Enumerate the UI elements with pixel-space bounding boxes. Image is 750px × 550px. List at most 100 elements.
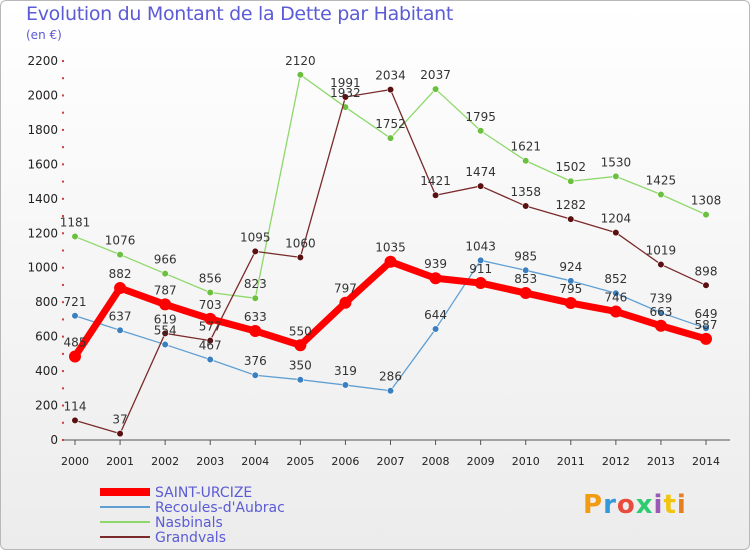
y-tick-label: 600 bbox=[35, 330, 58, 344]
data-point-recoules-d-aubrac bbox=[657, 309, 665, 317]
y-tick-label: 1400 bbox=[27, 192, 58, 206]
data-point-grandvals bbox=[567, 215, 575, 223]
data-label-recoules-d-aubrac: 721 bbox=[64, 295, 87, 309]
y-tick-mark bbox=[62, 301, 64, 304]
data-label-grandvals: 1019 bbox=[646, 243, 677, 257]
y-tick-label: 2000 bbox=[27, 88, 58, 102]
data-label-saint-urcize: 911 bbox=[469, 262, 492, 276]
logo-letter: x bbox=[635, 490, 654, 520]
x-tick-label: 2001 bbox=[106, 455, 134, 468]
data-point-saint-urcize bbox=[519, 287, 532, 300]
y-tick-label: 2200 bbox=[27, 54, 58, 68]
y-tick-mark bbox=[62, 232, 64, 235]
data-point-grandvals bbox=[477, 182, 485, 190]
data-label-saint-urcize: 663 bbox=[649, 305, 672, 319]
data-point-grandvals bbox=[386, 85, 395, 94]
data-point-nasbinals bbox=[251, 294, 259, 302]
y-tick-mark bbox=[62, 404, 64, 407]
data-label-saint-urcize: 787 bbox=[154, 283, 177, 297]
data-label-saint-urcize: 485 bbox=[64, 335, 87, 349]
data-point-grandvals bbox=[522, 202, 530, 210]
data-point-nasbinals bbox=[702, 211, 710, 219]
data-label-nasbinals: 1308 bbox=[691, 194, 722, 208]
data-point-saint-urcize bbox=[69, 350, 81, 363]
data-label-recoules-d-aubrac: 554 bbox=[154, 324, 177, 338]
data-label-saint-urcize: 1035 bbox=[375, 241, 406, 255]
y-tick-mark bbox=[62, 60, 64, 62]
data-label-recoules-d-aubrac: 467 bbox=[199, 339, 222, 353]
data-point-nasbinals bbox=[296, 71, 304, 79]
data-label-nasbinals: 966 bbox=[154, 253, 177, 267]
data-label-grandvals: 1358 bbox=[510, 185, 541, 199]
y-tick-label: 1600 bbox=[27, 157, 58, 171]
data-point-grandvals bbox=[206, 336, 214, 345]
chart-data-labels: 721 637 554 467 376 350 319 286 644 1043 985 924 852… bbox=[60, 54, 722, 427]
y-minor-tick-mark bbox=[62, 77, 64, 80]
logo-letter: P bbox=[583, 490, 604, 520]
x-tick-label: 2007 bbox=[377, 455, 405, 468]
data-point-recoules-d-aubrac bbox=[161, 340, 169, 349]
data-label-nasbinals: 1795 bbox=[465, 110, 496, 124]
data-point-recoules-d-aubrac bbox=[612, 289, 620, 297]
data-point-nasbinals bbox=[612, 172, 620, 181]
y-minor-tick-mark bbox=[62, 249, 64, 252]
x-tick-label: 2006 bbox=[331, 455, 359, 468]
y-tick-mark bbox=[62, 370, 64, 373]
data-label-saint-urcize: 587 bbox=[695, 318, 718, 332]
y-tick-mark bbox=[62, 94, 64, 97]
data-point-saint-urcize bbox=[159, 298, 172, 311]
data-point-recoules-d-aubrac bbox=[251, 371, 259, 379]
data-point-nasbinals bbox=[477, 127, 485, 135]
chart-legend: SAINT-URCIZERecoules-d'AubracNasbinalsGr… bbox=[100, 485, 285, 546]
data-label-grandvals: 37 bbox=[112, 413, 127, 427]
data-point-saint-urcize bbox=[249, 324, 262, 337]
logo-letter: o bbox=[616, 490, 636, 520]
legend-label-grandvals: Grandvals bbox=[155, 530, 226, 546]
x-tick-label: 2008 bbox=[422, 455, 450, 468]
data-point-grandvals bbox=[161, 329, 169, 337]
data-point-recoules-d-aubrac bbox=[341, 381, 350, 389]
data-label-grandvals: 1282 bbox=[556, 198, 587, 212]
data-label-saint-urcize: 939 bbox=[424, 257, 447, 271]
logo-letter: i bbox=[653, 490, 664, 520]
data-point-recoules-d-aubrac bbox=[702, 324, 710, 332]
data-label-nasbinals: 1076 bbox=[105, 234, 136, 248]
data-point-grandvals bbox=[702, 281, 710, 289]
y-tick-mark bbox=[62, 439, 64, 441]
y-tick-label: 400 bbox=[35, 364, 58, 378]
data-label-nasbinals: 1932 bbox=[330, 86, 361, 100]
data-label-nasbinals: 1752 bbox=[375, 117, 406, 131]
data-point-grandvals bbox=[71, 416, 79, 424]
data-point-saint-urcize bbox=[384, 255, 397, 268]
data-label-nasbinals: 1502 bbox=[556, 160, 587, 174]
data-point-nasbinals bbox=[431, 85, 440, 93]
x-tick-label: 2011 bbox=[557, 455, 585, 468]
data-label-nasbinals: 2120 bbox=[285, 54, 316, 68]
data-label-nasbinals: 2037 bbox=[420, 68, 451, 82]
y-tick-mark bbox=[62, 335, 64, 338]
data-point-saint-urcize bbox=[429, 272, 442, 285]
data-label-recoules-d-aubrac: 637 bbox=[109, 309, 132, 323]
x-tick-label: 2013 bbox=[647, 455, 675, 468]
data-label-saint-urcize: 795 bbox=[559, 282, 582, 296]
data-point-saint-urcize bbox=[700, 332, 712, 345]
data-label-nasbinals: 856 bbox=[199, 272, 222, 286]
x-tick-label: 2010 bbox=[512, 455, 540, 468]
y-tick-label: 200 bbox=[35, 399, 58, 413]
data-point-recoules-d-aubrac bbox=[522, 266, 530, 274]
data-label-recoules-d-aubrac: 852 bbox=[604, 272, 627, 286]
y-tick-label: 0 bbox=[50, 433, 58, 447]
data-label-grandvals: 1474 bbox=[465, 165, 496, 179]
data-label-recoules-d-aubrac: 1043 bbox=[465, 239, 496, 253]
data-point-recoules-d-aubrac bbox=[477, 256, 485, 264]
legend-label-saint-urcize: SAINT-URCIZE bbox=[155, 485, 252, 501]
y-minor-tick-mark bbox=[62, 421, 64, 424]
data-label-grandvals: 577 bbox=[199, 320, 222, 334]
data-label-saint-urcize: 633 bbox=[244, 310, 267, 324]
data-point-grandvals bbox=[116, 430, 124, 438]
data-label-recoules-d-aubrac: 649 bbox=[695, 307, 718, 321]
proxiti-logo: Proxiti bbox=[583, 490, 687, 520]
data-point-nasbinals bbox=[522, 157, 530, 165]
y-minor-tick-mark bbox=[62, 318, 64, 321]
